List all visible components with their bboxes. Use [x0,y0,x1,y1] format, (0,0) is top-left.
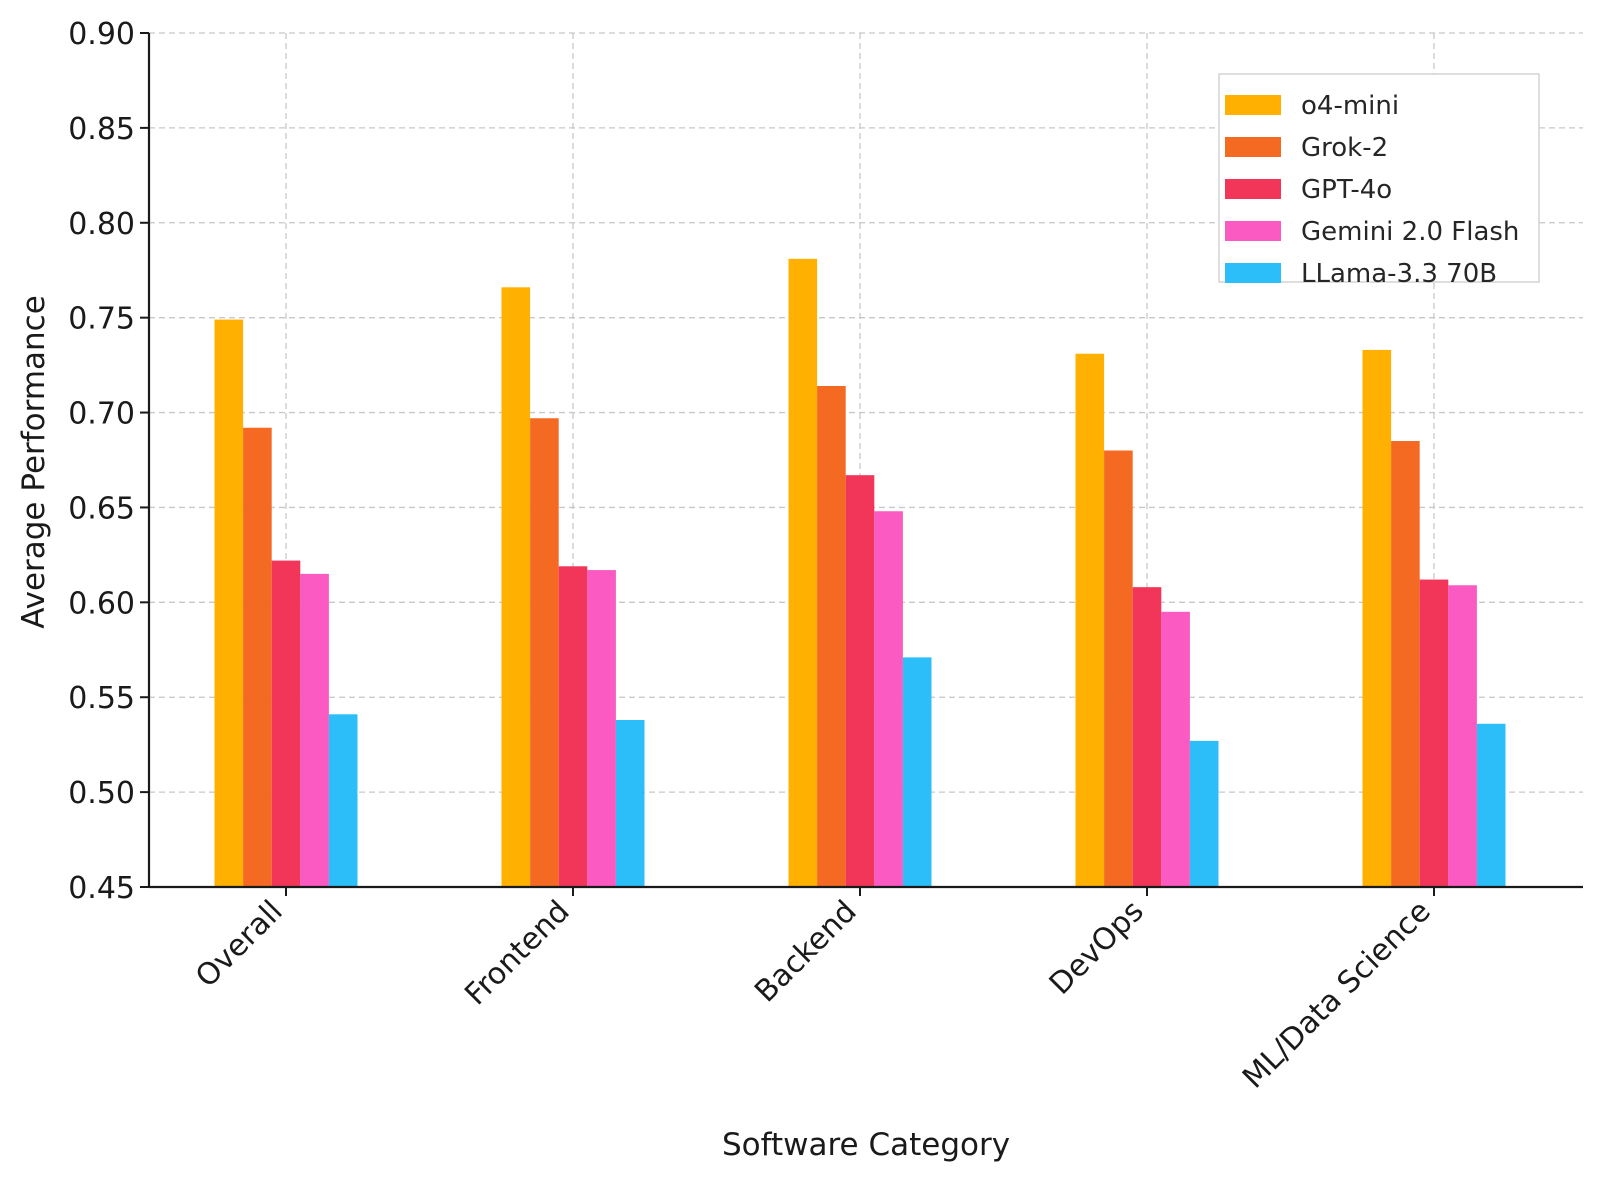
x-tick-label: Frontend [458,894,576,1012]
y-axis-title: Average Performance [16,295,52,629]
bar [271,560,301,887]
bar [300,573,329,887]
bar [1476,723,1506,887]
bar [615,719,645,887]
bar [1075,353,1105,887]
y-tick-label: 0.70 [68,397,135,432]
bar [817,385,846,887]
bar [1104,450,1133,887]
x-axis-title: Software Category [722,1127,1010,1163]
y-tick-label: 0.75 [68,302,135,337]
y-tick-label: 0.50 [68,776,135,811]
x-tick-label: Backend [748,894,863,1009]
bars [214,258,1506,887]
x-ticks: Overall Frontend Backend DevOps ML/Data Scie… [189,887,1438,1096]
y-tick-label: 0.90 [68,17,135,52]
legend-swatch [1225,221,1281,241]
bar [530,418,559,887]
bar [214,319,244,887]
bar [902,657,932,887]
legend-label: o4-mini [1301,91,1399,121]
y-tick-label: 0.85 [68,112,135,147]
bar [1419,579,1449,887]
bar [1391,441,1420,887]
bar [501,287,531,887]
legend-swatch [1225,179,1281,199]
legend-label: GPT-4o [1301,175,1392,205]
bar [1448,585,1477,887]
legend-swatch [1225,137,1281,157]
y-tick-label: 0.60 [68,586,135,621]
legend-swatch [1225,263,1281,283]
x-tick-label: ML/Data Science [1236,894,1438,1096]
bar [788,258,818,887]
legend-swatch [1225,95,1281,115]
x-tick-label: DevOps [1043,894,1151,1002]
bar [1189,740,1219,887]
y-ticks: 0.45 0.50 0.55 0.60 0.65 0.70 0.75 0.80 0.85 0.90 [68,17,149,906]
bar [558,566,588,887]
bar [587,570,616,887]
x-tick-label: Overall [189,894,290,995]
bar [1362,349,1392,887]
legend: o4-mini Grok-2 GPT-4o Gemini 2.0 Flash LLama… [1218,73,1540,289]
bar [243,427,272,887]
axes [147,33,1583,889]
y-tick-label: 0.65 [68,491,135,526]
y-tick-label: 0.80 [68,207,135,242]
legend-label: Gemini 2.0 Flash [1301,217,1519,247]
bar [845,475,875,887]
legend-label: LLama-3.3 70B [1301,259,1497,289]
y-tick-label: 0.55 [68,681,135,716]
bar [874,511,903,887]
bar [1132,587,1162,887]
y-tick-label: 0.45 [68,871,135,906]
bar [328,714,358,887]
bar [1161,611,1190,887]
legend-label: Grok-2 [1301,133,1388,163]
